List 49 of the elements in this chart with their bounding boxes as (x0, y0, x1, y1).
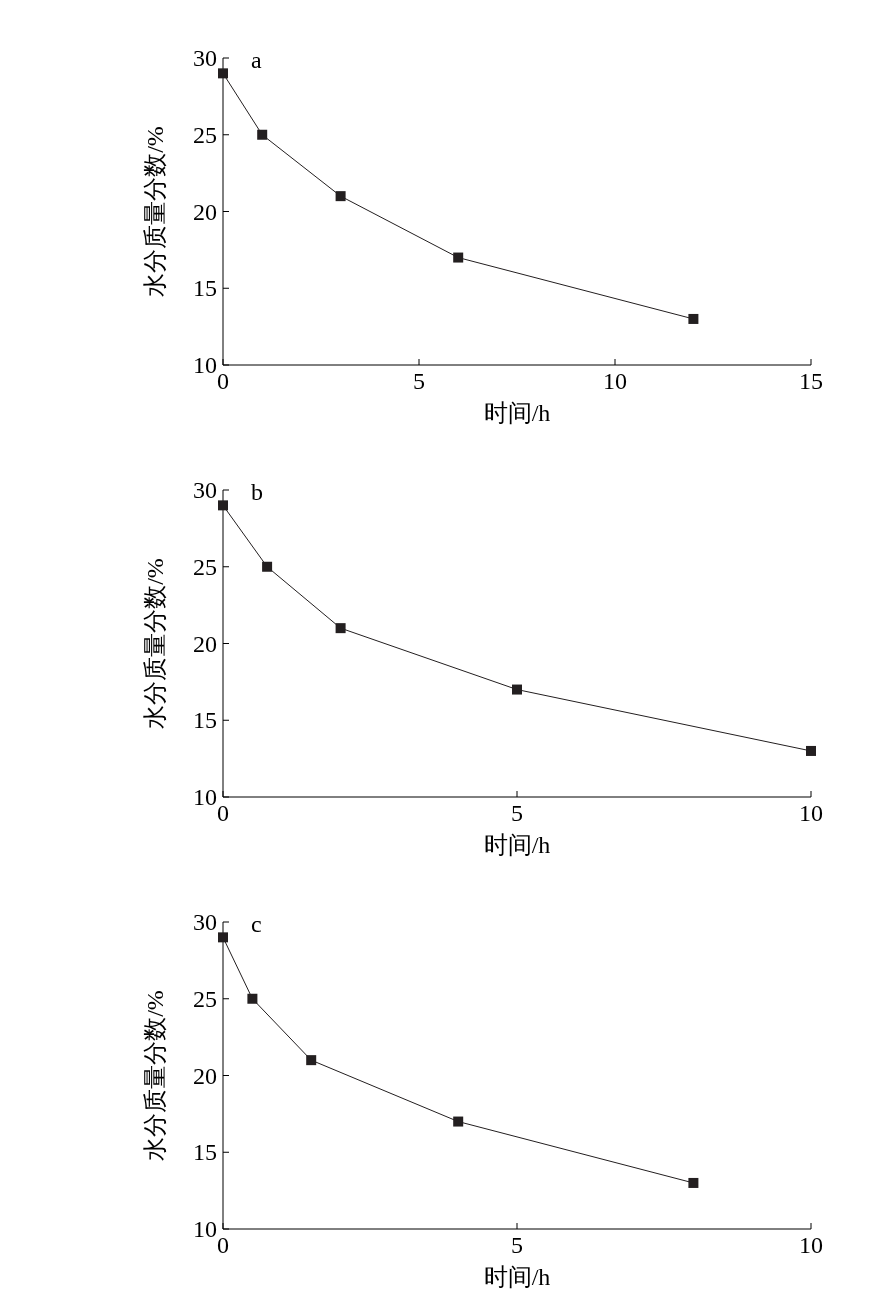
point (688, 313, 699, 324)
point (306, 1055, 317, 1066)
x-axis-title: 时间/h (483, 1264, 551, 1290)
annotation: b (251, 479, 263, 505)
x-tick-label: 5 (511, 1232, 523, 1258)
y-tick-label: 15 (193, 275, 217, 302)
x-tick-label: 10 (799, 800, 823, 826)
point (218, 500, 228, 511)
annotation: c (251, 911, 262, 937)
y-tick-label: 25 (193, 985, 217, 1012)
y-axis-title: 水分质量分数/% (142, 126, 168, 297)
x-tick-label: 5 (413, 368, 425, 394)
y-axis-title: 水分质量分数/% (142, 558, 168, 729)
x-tick-label: 0 (217, 1232, 229, 1258)
x-tick-label: 10 (799, 1232, 823, 1258)
x-tick-label: 0 (217, 368, 229, 394)
y-tick-label: 30 (193, 477, 217, 503)
y-tick-label: 10 (193, 352, 217, 378)
point (262, 561, 273, 572)
x-tick-label: 0 (217, 800, 229, 826)
point (335, 191, 346, 202)
y-axis-title: 水分质量分数/% (142, 990, 168, 1161)
y-tick-label: 20 (193, 630, 217, 657)
y-tick-label: 15 (193, 707, 217, 734)
point (218, 68, 228, 79)
x-axis-title: 时间/h (483, 400, 551, 426)
y-tick-label: 25 (193, 121, 217, 148)
annotation: a (251, 47, 262, 73)
point (247, 993, 258, 1004)
point (218, 932, 228, 943)
point (806, 745, 816, 756)
point (453, 252, 464, 263)
x-axis-title: 时间/h (483, 832, 551, 858)
y-tick-label: 30 (193, 45, 217, 71)
x-tick-label: 10 (603, 368, 627, 394)
point (335, 623, 346, 634)
y-tick-label: 30 (193, 909, 217, 935)
y-tick-label: 10 (193, 1216, 217, 1242)
point (688, 1177, 699, 1188)
x-tick-label: 15 (799, 368, 823, 394)
y-tick-label: 10 (193, 784, 217, 810)
y-tick-label: 25 (193, 553, 217, 580)
x-tick-label: 5 (511, 800, 523, 826)
y-tick-label: 20 (193, 198, 217, 225)
point (512, 684, 522, 695)
y-tick-label: 20 (193, 1062, 217, 1089)
y-tick-label: 15 (193, 1139, 217, 1166)
point (257, 129, 268, 140)
point (453, 1116, 464, 1127)
